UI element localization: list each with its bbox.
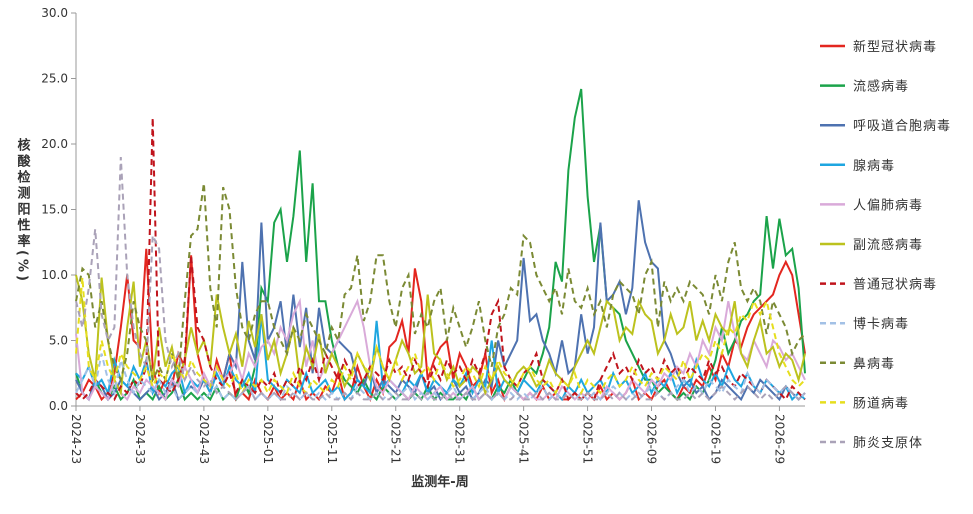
x-tick-label: 2025-51 — [581, 414, 595, 464]
x-axis-title: 监测年-周 — [411, 474, 468, 490]
series-line — [75, 183, 806, 384]
x-tick-label: 2025-21 — [389, 414, 403, 464]
legend-label: 流感病毒 — [853, 79, 909, 95]
legend-label: 肠道病毒 — [853, 396, 909, 411]
series-line — [75, 353, 806, 402]
y-tick-label: 10.0 — [41, 268, 68, 282]
x-tick-label: 2026-09 — [645, 414, 659, 464]
legend-label: 肺炎支原体 — [853, 436, 923, 451]
y-tick-label: 15.0 — [41, 203, 68, 217]
y-tick-label: 5.0 — [49, 334, 68, 348]
legend-label: 新型冠状病毒 — [853, 39, 937, 55]
x-tick-label: 2024-23 — [69, 414, 83, 464]
x-tick-label: 2025-41 — [517, 414, 531, 464]
x-tick-label: 2024-43 — [197, 414, 211, 464]
series-line — [75, 117, 806, 402]
x-tick-label: 2026-29 — [772, 414, 786, 464]
series-line — [75, 297, 806, 402]
series-line — [75, 277, 806, 396]
legend-label: 人偏肺病毒 — [853, 198, 923, 213]
legend-label: 副流感病毒 — [853, 237, 923, 253]
x-tick-label: 2025-11 — [325, 414, 339, 464]
y-tick-label: 20.0 — [41, 137, 68, 151]
series-line — [75, 157, 806, 402]
legend-label: 腺病毒 — [853, 159, 895, 174]
legend-label: 鼻病毒 — [853, 356, 895, 372]
y-axis-title: 核酸检测阳性率(%) — [15, 137, 31, 283]
x-tick-label: 2024-33 — [133, 414, 147, 464]
x-tick-label: 2025-31 — [453, 414, 467, 464]
y-tick-label: 25.0 — [41, 72, 68, 86]
legend-label: 博卡病毒 — [853, 317, 909, 332]
series-line — [75, 88, 806, 402]
y-tick-label: 30.0 — [41, 6, 68, 20]
y-tick-label: 0.0 — [49, 399, 68, 413]
legend-label: 普通冠状病毒 — [853, 278, 937, 293]
x-tick-label: 2026-19 — [708, 414, 722, 464]
x-tick-label: 2025-01 — [261, 414, 275, 464]
legend-label: 呼吸道合胞病毒 — [853, 119, 951, 134]
